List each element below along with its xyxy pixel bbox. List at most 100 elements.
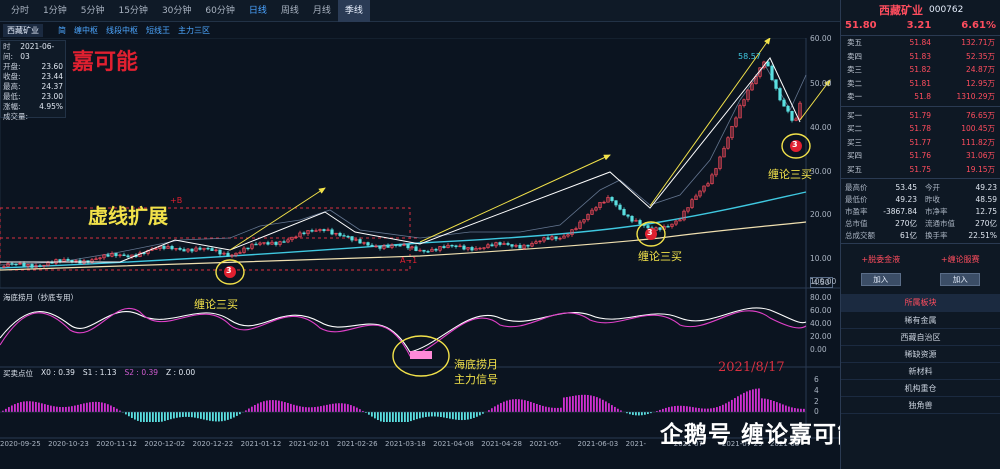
macd-bar — [176, 412, 178, 418]
candle-body — [186, 248, 190, 252]
candle-body — [694, 195, 698, 200]
macd-bar — [686, 406, 688, 412]
candle-body — [386, 245, 390, 248]
orderbook-row[interactable]: 卖二 51.81 12.95万 — [841, 77, 1000, 91]
subtab-chan-center[interactable]: 缠中枢 — [74, 25, 98, 35]
add-button-1[interactable]: 加入 — [860, 273, 901, 286]
candle-body — [38, 265, 42, 267]
candle-body — [770, 65, 774, 80]
date-tick-label: 2021-05- — [529, 440, 562, 448]
price-axis-60: 60.00 — [810, 34, 832, 43]
candle-body — [618, 204, 622, 210]
candle-body — [614, 200, 618, 206]
subtab-main-zone[interactable]: 主力三区 — [178, 25, 210, 35]
tab-weekly[interactable]: 周线 — [280, 5, 299, 16]
macd-bar — [62, 407, 64, 412]
orderbook-level: 卖一 — [847, 92, 862, 102]
orderbook-level: 卖三 — [847, 65, 862, 75]
stat-label: 最低价 — [845, 194, 868, 204]
candle-body — [314, 230, 318, 232]
orderbook-level: 买一 — [847, 110, 862, 120]
date-tick-label: 2020-12-02 — [144, 440, 186, 448]
tab-5min[interactable]: 5分钟 — [80, 5, 105, 16]
subtab-short-king[interactable]: 短线王 — [146, 25, 170, 35]
macd-bar — [521, 399, 523, 412]
date-tick-label: 2021-02-01 — [288, 440, 330, 448]
orderbook-row[interactable]: 买二 51.78 100.45万 — [841, 122, 1000, 136]
ask-book: 卖五 51.84 132.71万 卖四 51.83 52.35万 卖三 51.82 24.87万… — [841, 36, 1000, 104]
macd-bar — [635, 412, 637, 416]
orderbook-row[interactable]: 卖三 51.82 24.87万 — [841, 63, 1000, 77]
macd-title: 买卖点位 — [3, 369, 33, 378]
candle-body — [106, 254, 110, 257]
quote-panel: 西藏矿业 000762 51.80 3.21 6.61% 卖五 51.84 132.… — [840, 0, 1000, 469]
orderbook-level: 买五 — [847, 164, 862, 174]
candle-body — [706, 183, 710, 187]
candle-body — [482, 247, 486, 249]
orderbook-price: 51.78 — [909, 124, 931, 134]
action-link-2[interactable]: +缠论服赛 — [940, 255, 980, 264]
tab-quarterly[interactable]: 季线 — [337, 0, 370, 22]
macd-bar — [638, 412, 640, 416]
candle-body — [538, 240, 542, 243]
orderbook-row[interactable]: 卖一 51.8 1310.29万 — [841, 90, 1000, 104]
macd-bar — [728, 401, 730, 412]
macd-bar — [716, 407, 718, 412]
macd-bar — [548, 407, 550, 412]
sector-item[interactable]: 新材料 — [841, 363, 1000, 380]
candle-body — [522, 244, 526, 249]
macd-bar — [590, 395, 592, 412]
macd-bar — [137, 412, 139, 421]
osc-axis-60: 60.00 — [810, 306, 832, 315]
bottom-signal-circle — [392, 335, 450, 377]
chan-buy-label-2: 缠论三买 — [638, 250, 682, 263]
kline-chart[interactable] — [0, 38, 840, 469]
macd-bar — [536, 403, 538, 412]
tab-timeshare[interactable]: 分时 — [11, 5, 30, 16]
tab-1min[interactable]: 1分钟 — [43, 5, 67, 16]
tab-60min[interactable]: 60分钟 — [205, 5, 235, 16]
tab-monthly[interactable]: 月线 — [312, 5, 331, 16]
tab-30min[interactable]: 30分钟 — [161, 5, 192, 16]
candle-body — [294, 236, 298, 238]
peak-price-label: 58.57 — [738, 52, 761, 61]
subtab-simple[interactable]: 简 — [58, 25, 66, 35]
sector-item[interactable]: 独角兽 — [841, 397, 1000, 414]
sector-item[interactable]: 机构重仓 — [841, 380, 1000, 397]
info-key: 开盘: — [3, 62, 21, 71]
tab-15min[interactable]: 15分钟 — [118, 5, 148, 16]
macd-bar — [152, 412, 154, 422]
orderbook-price: 51.76 — [909, 151, 931, 161]
action-link-1[interactable]: +脱委金液 — [861, 255, 901, 264]
orderbook-row[interactable]: 买三 51.77 111.82万 — [841, 136, 1000, 150]
sector-item[interactable]: 西藏自治区 — [841, 329, 1000, 346]
macd-z: Z : 0.00 — [166, 368, 196, 377]
quote-stock-code: 000762 — [929, 5, 964, 15]
macd-bar — [374, 412, 376, 419]
orderbook-row[interactable]: 卖五 51.84 132.71万 — [841, 36, 1000, 50]
macd-bar — [263, 401, 265, 412]
candle-body — [670, 223, 674, 227]
ma-line-short — [0, 64, 807, 266]
orderbook-volume: 100.45万 — [961, 124, 995, 134]
orderbook-row[interactable]: 卖四 51.83 52.35万 — [841, 50, 1000, 64]
candle-body — [266, 242, 270, 245]
macd-bar — [665, 407, 667, 412]
subtab-segment-center[interactable]: 线段中枢 — [106, 25, 138, 35]
candle-body — [686, 207, 690, 212]
orderbook-row[interactable]: 买四 51.76 31.06万 — [841, 149, 1000, 163]
macd-bar — [98, 402, 100, 412]
candle-body — [790, 111, 794, 121]
orderbook-row[interactable]: 买一 51.79 76.65万 — [841, 109, 1000, 123]
macd-bar — [431, 412, 433, 417]
add-button-2[interactable]: 加入 — [940, 273, 981, 286]
orderbook-row[interactable]: 买五 51.75 19.15万 — [841, 163, 1000, 177]
candle-body — [766, 61, 770, 67]
trend-arrow-2 — [419, 154, 611, 243]
sector-item[interactable]: 稀有金属 — [841, 312, 1000, 329]
sector-item[interactable]: 稀缺资源 — [841, 346, 1000, 363]
tab-daily[interactable]: 日线 — [248, 5, 267, 16]
buy-point-circle-1 — [215, 259, 245, 285]
quote-action-links: +脱委金液 +缠论服赛 — [841, 254, 1000, 265]
macd-bar — [458, 412, 460, 420]
